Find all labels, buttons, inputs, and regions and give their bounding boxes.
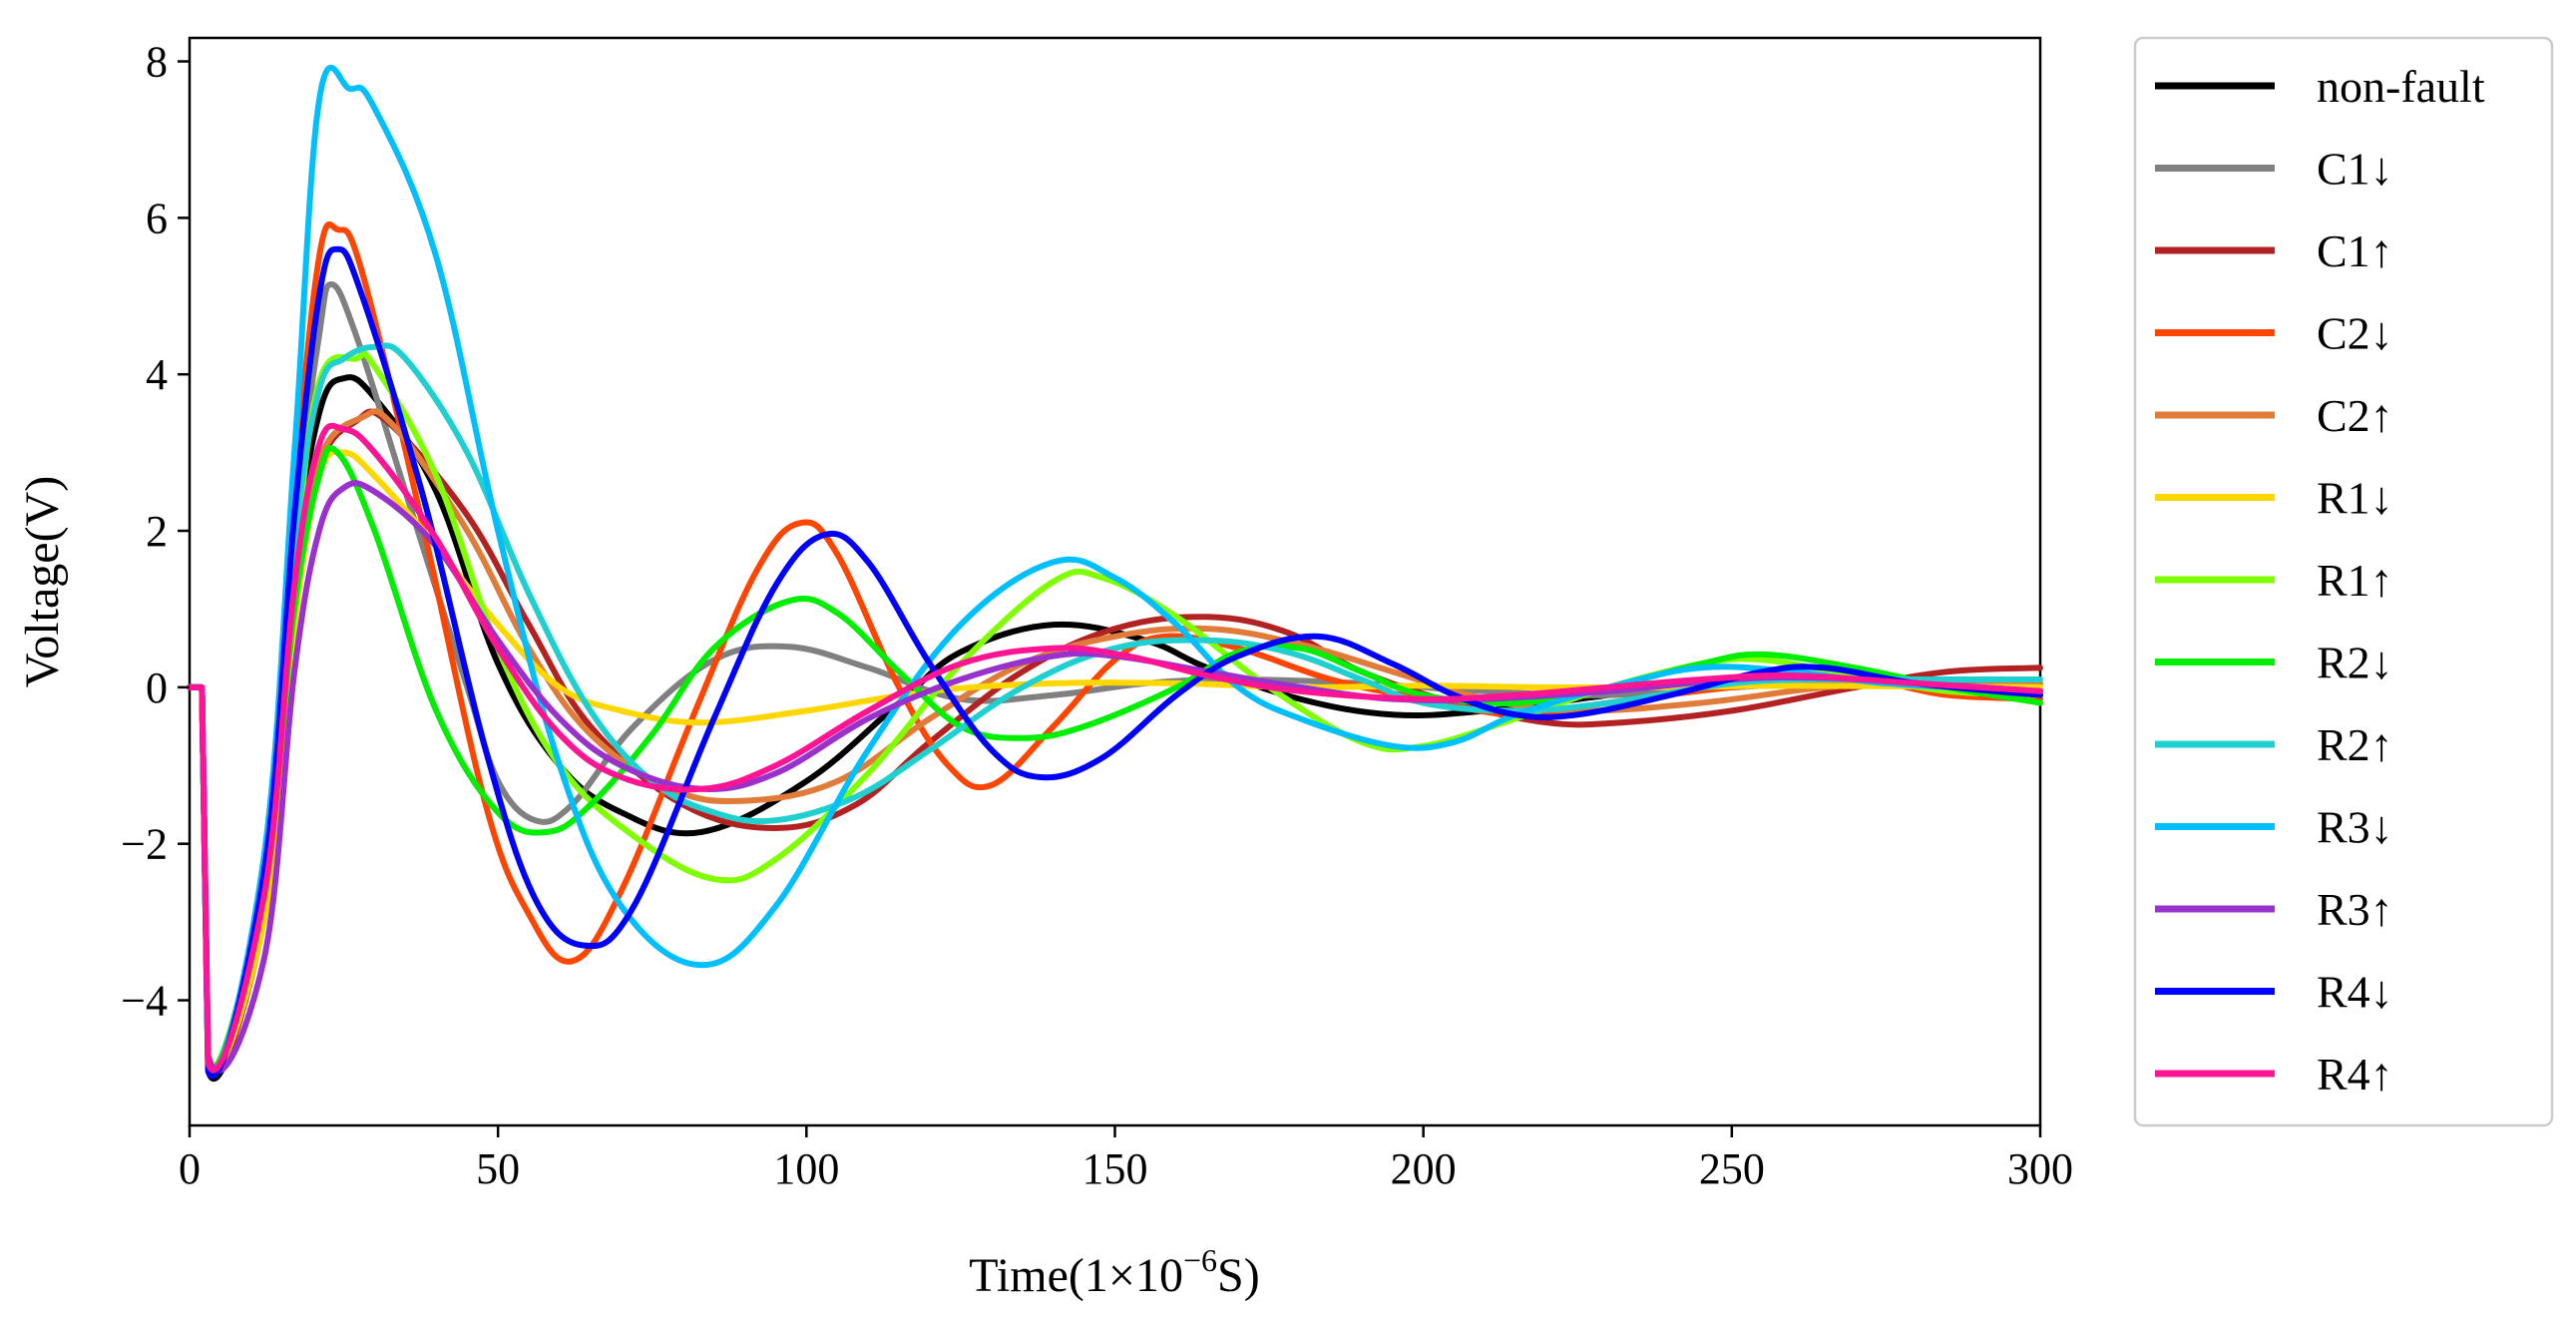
y-tick-label: 4 [146,350,168,399]
legend-label: R2↓ [2317,638,2393,688]
x-tick-label: 100 [773,1144,839,1193]
x-axis: 0 50 100 150 200 250 300 [179,1125,2073,1193]
y-tick-label: −4 [121,977,168,1026]
series-line-r4-up [187,422,2043,1074]
legend-label: R4↑ [2317,1049,2393,1100]
legend: non-fault C1↓ C1↑ C2↓ C2↑ R1↓ R1↑ R2↓ R2↑ R3↓ R3↑ R… [2133,36,2554,1127]
legend-label: C2↑ [2317,390,2393,441]
legend-item-c1-up: C1↑ [2155,225,2393,276]
legend-item-r1-up: R1↑ [2155,555,2393,606]
x-tick-label: 150 [1082,1144,1148,1193]
legend-item-r1-down: R1↓ [2155,473,2393,524]
legend-item-r3-down: R3↓ [2155,802,2393,853]
series-line-r3-down [187,64,2043,1079]
series-line-r4-down [187,245,2043,1080]
x-axis-title-suffix: S) [1217,1249,1260,1302]
legend-frame [2133,36,2554,1127]
x-axis-title-exponent: −6 [1183,1242,1217,1278]
legend-label: R3↓ [2317,802,2393,853]
legend-label: R1↑ [2317,555,2393,606]
plot-area [187,36,2043,1127]
y-axis: −4 −2 0 2 4 6 8 [121,38,190,1026]
legend-item-c2-down: C2↓ [2155,308,2393,359]
legend-label: R4↓ [2317,967,2393,1018]
x-axis-title-base: Time(1×10 [969,1249,1183,1302]
legend-label: C2↓ [2317,308,2393,359]
legend-item-r2-up: R2↑ [2155,719,2393,770]
legend-label: R2↑ [2317,719,2393,770]
x-axis-title: Time(1×10−6S) [969,1242,1259,1302]
series-line-r2-up [187,342,2043,1074]
y-axis-title: Voltage(V) [16,476,69,687]
x-tick-label: 250 [1699,1144,1765,1193]
legend-item-r4-up: R4↑ [2155,1049,2393,1100]
legend-item-non-fault: non-fault [2155,61,2485,112]
x-tick-label: 300 [2007,1144,2073,1193]
x-tick-label: 0 [179,1144,201,1193]
series-line-r3-up [187,480,2043,1075]
y-tick-label: 2 [146,507,168,556]
x-tick-label: 50 [476,1144,520,1193]
legend-label: R1↓ [2317,473,2393,524]
legend-item-r4-down: R4↓ [2155,967,2393,1018]
legend-label: non-fault [2317,61,2485,112]
y-tick-label: 8 [146,38,168,87]
legend-item-r3-up: R3↑ [2155,884,2393,935]
legend-item-c2-up: C2↑ [2155,390,2393,441]
x-tick-label: 200 [1391,1144,1457,1193]
legend-item-r2-down: R2↓ [2155,638,2393,688]
legend-item-c1-down: C1↓ [2155,144,2393,195]
legend-label: R3↑ [2317,884,2393,935]
y-tick-label: 0 [146,663,168,712]
legend-label: C1↓ [2317,144,2393,195]
legend-items: non-fault C1↓ C1↑ C2↓ C2↑ R1↓ R1↑ R2↓ R2↑ R3↓ R3↑ R… [2155,61,2485,1100]
series-layer [187,64,2043,1083]
legend-label: C1↑ [2317,225,2393,276]
y-tick-label: 6 [146,194,168,242]
y-tick-label: −2 [121,820,168,869]
